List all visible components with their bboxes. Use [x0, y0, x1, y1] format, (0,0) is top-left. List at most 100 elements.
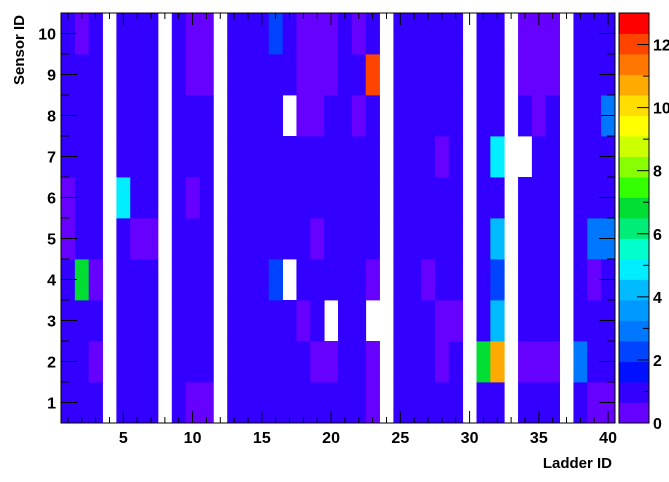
heatmap-cell [282, 300, 297, 342]
heatmap-cell [407, 300, 422, 342]
heatmap-cell [116, 136, 131, 178]
heatmap-cell [185, 136, 200, 178]
heatmap-cell [199, 54, 214, 96]
heatmap-cell [324, 136, 339, 178]
heatmap-cell [144, 341, 159, 383]
y-tick-label: 8 [47, 109, 56, 126]
heatmap-cell [171, 177, 187, 219]
heatmap-cells [61, 13, 616, 424]
heatmap-cell [573, 300, 588, 342]
heatmap-cell [199, 382, 214, 424]
colorbar-segment [619, 320, 649, 342]
heatmap-cell [421, 136, 436, 178]
heatmap-cell [407, 341, 422, 383]
heatmap-cell [199, 341, 214, 383]
heatmap-cell [227, 382, 242, 424]
heatmap-cell [185, 95, 200, 137]
heatmap-cell [310, 341, 325, 383]
heatmap-cell [254, 341, 270, 383]
heatmap-cell [241, 382, 256, 424]
heatmap-cell [144, 95, 159, 137]
heatmap-cell [587, 300, 602, 342]
heatmap-cell [130, 341, 145, 383]
heatmap-cell [199, 136, 214, 178]
heatmap-cell [351, 300, 367, 342]
heatmap-cell [130, 54, 145, 96]
heatmap-cell [338, 95, 353, 137]
heatmap-cell [130, 13, 145, 55]
y-tick-label: 10 [38, 27, 56, 44]
heatmap-cell [448, 177, 464, 219]
y-axis: 1 2 3 4 5 6 7 8 9 10 [38, 12, 615, 424]
heatmap-cell [185, 300, 200, 342]
heatmap-cell [227, 300, 242, 342]
heatmap-cell [227, 259, 242, 301]
colorbar-segment [619, 341, 649, 362]
y-tick-label: 9 [47, 68, 56, 85]
heatmap-cell [116, 218, 131, 260]
heatmap-cell [407, 95, 422, 137]
heatmap-cell [324, 218, 339, 260]
heatmap-cell [74, 95, 90, 137]
heatmap-cell [448, 218, 464, 260]
heatmap-cell [254, 54, 270, 96]
heatmap-cell [407, 54, 422, 96]
heatmap-cell [268, 382, 283, 424]
heatmap-cell [254, 218, 270, 260]
heatmap-cell [476, 136, 491, 178]
heatmap-cell [338, 218, 353, 260]
y-tick-label: 4 [47, 273, 56, 290]
colorbar-segment [619, 402, 649, 424]
heatmap-cell [241, 341, 256, 383]
heatmap-cell [254, 95, 270, 137]
y-tick-label: 6 [47, 191, 56, 208]
colorbar-tick-label: 12 [653, 38, 669, 55]
heatmap-cell [338, 13, 353, 55]
heatmap-cell [296, 177, 311, 219]
heatmap-cell [434, 136, 450, 178]
heatmap-cell [518, 382, 533, 424]
heatmap-cell [116, 259, 131, 301]
heatmap-cell [144, 54, 159, 96]
heatmap-cell [351, 13, 367, 55]
heatmap-cell [310, 382, 325, 424]
heatmap-cell [545, 95, 560, 137]
heatmap-cell [545, 177, 560, 219]
colorbar-segment [619, 13, 649, 34]
heatmap-cell [310, 259, 325, 301]
heatmap-cell [74, 382, 90, 424]
heatmap-cell [490, 300, 505, 342]
heatmap-cell [296, 382, 311, 424]
heatmap-cell [282, 218, 297, 260]
heatmap-cell [518, 177, 533, 219]
heatmap-cell [531, 95, 547, 137]
heatmap-cell [393, 95, 408, 137]
heatmap-cell [393, 382, 408, 424]
heatmap-cell [448, 259, 464, 301]
heatmap-cell [531, 341, 547, 383]
colorbar-tick-label: 8 [653, 164, 662, 181]
heatmap-cell [296, 95, 311, 137]
heatmap-cell [241, 218, 256, 260]
heatmap-cell [282, 341, 297, 383]
heatmap-cell [144, 300, 159, 342]
heatmap-cell [268, 300, 283, 342]
heatmap-cell [324, 382, 339, 424]
heatmap-cell [199, 177, 214, 219]
heatmap-cell [476, 13, 491, 55]
heatmap-cell [476, 259, 491, 301]
x-tick-label: 10 [184, 430, 202, 447]
heatmap-cell [227, 341, 242, 383]
heatmap-cell [116, 341, 131, 383]
colorbar-segment [619, 197, 649, 219]
heatmap-cell [185, 259, 200, 301]
heatmap-cell [241, 13, 256, 55]
heatmap-cell [227, 136, 242, 178]
heatmap-cell [434, 382, 450, 424]
heatmap-cell [130, 177, 145, 219]
heatmap-cell [476, 341, 491, 383]
heatmap-cell [130, 136, 145, 178]
heatmap-cell [421, 300, 436, 342]
heatmap-cell [310, 95, 325, 137]
heatmap-cell [518, 341, 533, 383]
